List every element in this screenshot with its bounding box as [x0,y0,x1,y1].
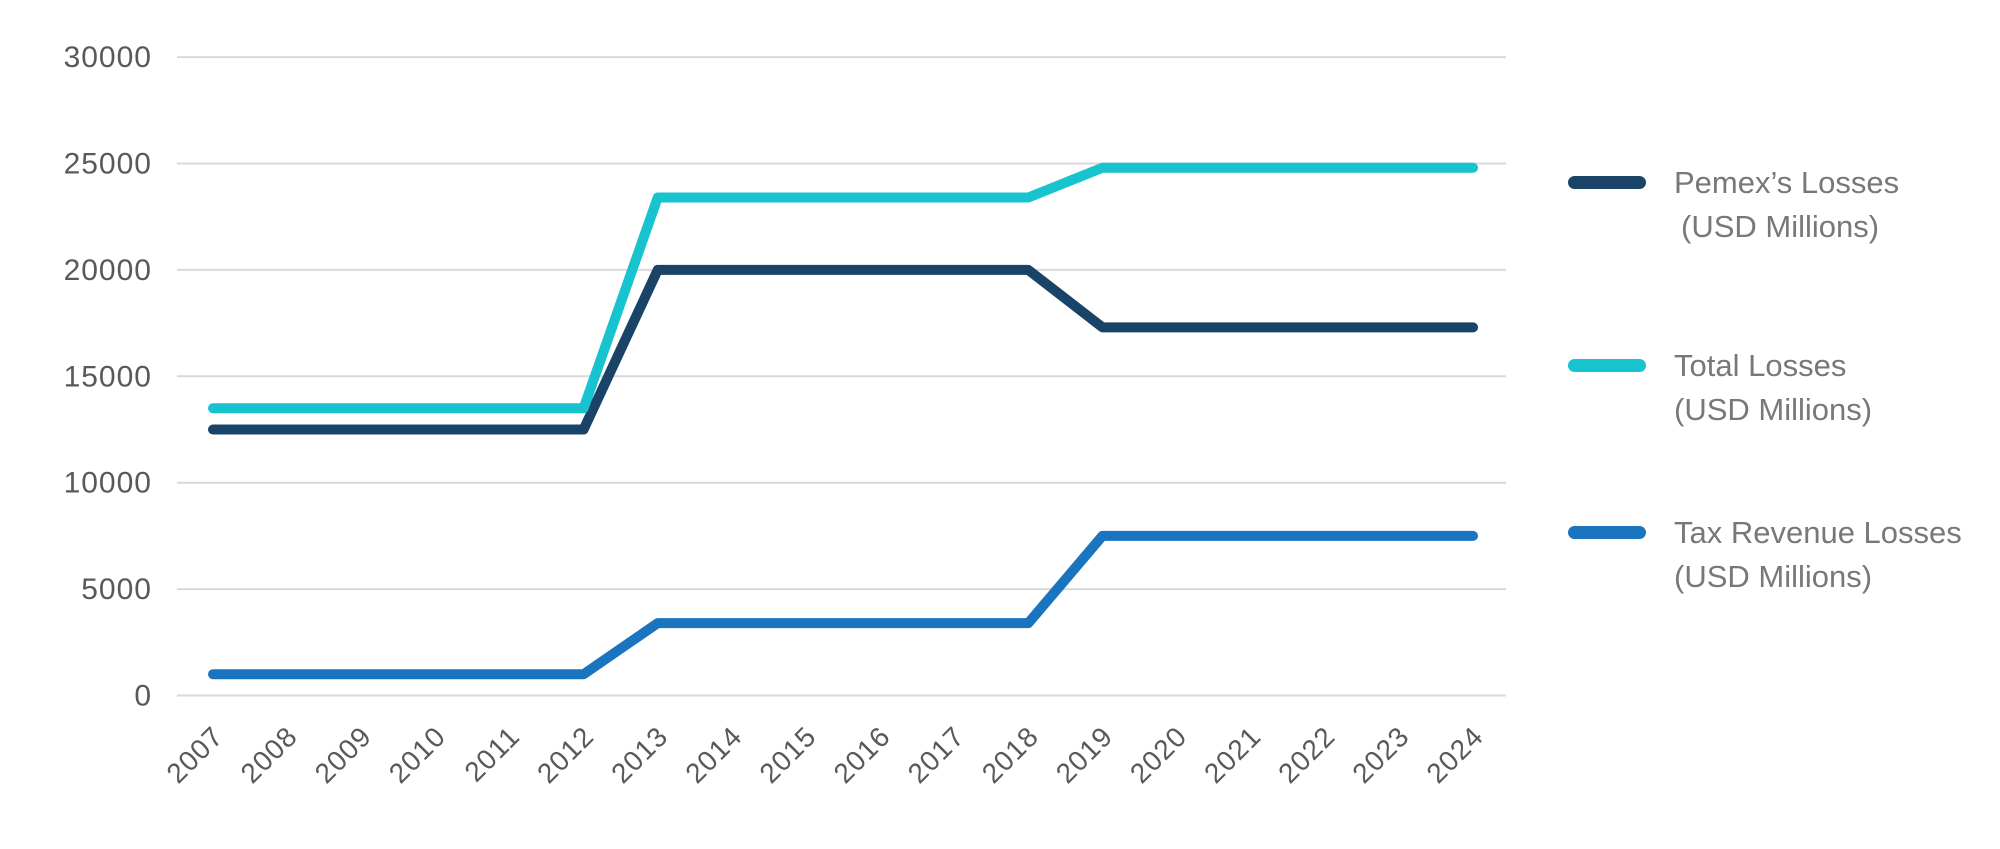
x-tick-label: 2018 [976,720,1045,789]
x-tick-label: 2023 [1346,720,1415,789]
legend-label-line1: Total Losses [1674,348,1847,383]
x-tick-label: 2015 [753,720,822,789]
legend-swatch-tax-revenue-losses [1568,526,1646,539]
y-tick-label: 25000 [64,148,152,181]
legend-label-line2: (USD Millions) [1674,392,1873,427]
legend-label-total-losses: Total Losses (USD Millions) [1674,344,1872,432]
x-tick-label: 2010 [383,720,452,789]
legend-swatch-pemex-losses [1568,176,1646,189]
legend-label-line1: Tax Revenue Losses [1674,515,1962,550]
y-tick-label: 5000 [81,573,152,606]
x-tick-label: 2013 [605,720,674,789]
legend-label-pemex-losses: Pemex’s Losses (USD Millions) [1674,161,1899,249]
y-tick-label: 30000 [64,41,152,74]
legend-label-line2: (USD Millions) [1674,559,1873,594]
legend-label-line1: Pemex’s Losses [1674,165,1900,200]
legend-item-tax-revenue-losses: Tax Revenue Losses (USD Millions) [1568,511,1962,599]
x-tick-label: 2007 [160,720,229,789]
x-tick-label: 2016 [828,720,897,789]
x-tick-label: 2017 [902,720,971,789]
x-tick-label: 2019 [1050,720,1119,789]
series-line-pemex-s-losses-usd-millions [208,264,1479,435]
series-line-total-losses-usd-millions [208,162,1479,414]
y-tick-label: 20000 [64,254,152,287]
legend-item-total-losses: Total Losses (USD Millions) [1568,344,1872,432]
legend-label-tax-revenue-losses: Tax Revenue Losses (USD Millions) [1674,511,1962,599]
x-tick-label: 2024 [1420,720,1489,789]
legend-swatch-total-losses [1568,359,1646,372]
y-tick-label: 0 [134,680,152,713]
x-tick-label: 2020 [1124,720,1193,789]
legend: Pemex’s Losses (USD Millions) Total Loss… [1568,0,1998,849]
y-tick-label: 15000 [64,360,152,393]
x-tick-label: 2022 [1272,720,1341,789]
x-tick-label: 2008 [235,720,304,789]
legend-label-line2: (USD Millions) [1681,209,1880,244]
x-tick-label: 2014 [679,720,748,789]
y-tick-label: 10000 [64,467,152,500]
series-line-tax-revenue-losses-usd-millions [208,530,1479,680]
x-tick-label: 2011 [458,720,525,787]
x-tick-label: 2012 [531,720,600,789]
x-tick-label: 2021 [1198,720,1267,789]
x-tick-label: 2009 [309,720,378,789]
legend-item-pemex-losses: Pemex’s Losses (USD Millions) [1568,161,1899,249]
